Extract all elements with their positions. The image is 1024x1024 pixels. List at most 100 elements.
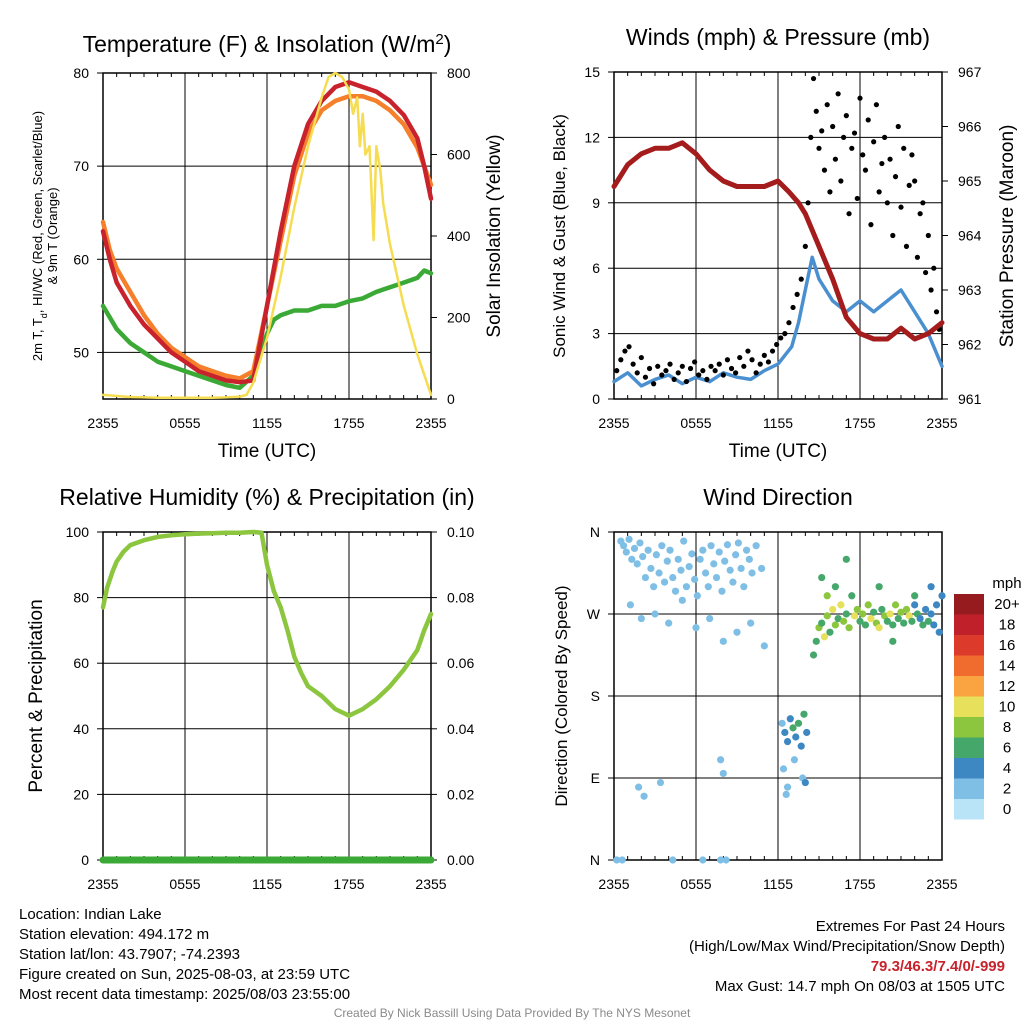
gust-point [890,232,896,239]
direction-point [900,619,908,627]
direction-point [891,601,900,609]
direction-point [935,628,943,636]
direction-point [823,592,831,600]
direction-point [701,569,710,577]
direction-point [699,856,707,864]
direction-point [823,612,831,620]
direction-point [842,610,850,618]
gust-point [873,102,880,108]
y-tick-label: N [590,524,600,540]
direction-point [800,710,808,718]
y-tick-label: W [587,606,601,622]
gust-point [854,195,860,202]
direction-point [685,563,693,571]
y2-tick-label: 400 [447,228,471,244]
gust-point [931,265,937,271]
direction-point [853,605,861,614]
chart-title: Relative Humidity (%) & Precipitation (i… [59,484,474,510]
colorbar-swatch [954,717,984,738]
direction-point [613,856,621,864]
gust-point [862,167,869,173]
gust-point [887,156,893,162]
gust-point [912,178,918,184]
direction-point [848,592,856,600]
direction-point [927,610,935,618]
gust-point [851,130,858,136]
y2-tick-label: 0.02 [447,786,474,802]
y-axis-label: Percent & Precipitation [26,599,47,792]
direction-point [818,573,826,582]
gust-point [724,357,731,363]
gust-point [841,134,847,140]
gust-point [933,309,940,315]
gust-point [712,368,718,374]
gust-point [798,276,804,282]
gust-point [667,361,673,367]
y2-tick-label: 0.08 [447,590,474,606]
gust-point [838,178,844,184]
y-tick-label: N [590,852,600,868]
gust-point [757,361,763,367]
direction-point [864,601,872,609]
gust-point [802,243,808,249]
x-tick-label: 0555 [680,415,711,431]
colorbar-label: 12 [999,678,1016,695]
gust-point [741,363,747,369]
chart-title-main: Temperature (F) & Insolation (W/m [83,31,436,57]
direction-point [786,715,794,723]
direction-point [797,742,805,750]
colorbar-label: 10 [999,699,1016,716]
direction-point [630,544,639,553]
chart-title-superscript: 2 [435,31,443,48]
y2-tick-label: 0.04 [447,721,474,737]
gust-point [860,152,866,158]
gust-point [849,145,855,151]
direction-point [678,596,686,604]
direction-point [911,601,919,609]
direction-point [894,614,902,623]
gust-point [830,123,836,130]
x-axis-label: Time (UTC) [729,441,828,462]
direction-point [718,587,726,595]
gust-point [925,232,931,239]
temperature-series-4 [101,71,433,400]
extremes-legend: (High/Low/Max Wind/Precipitation/Snow De… [689,938,1005,955]
direction-point [666,546,674,554]
y2-axis-label: Solar Insolation (Yellow) [484,134,505,337]
gust-point [810,75,817,82]
gust-point [824,102,830,108]
x-tick-label: 2355 [926,876,957,892]
direction-point [628,555,636,563]
gust-point [679,363,685,369]
y2-tick-label: 800 [447,65,471,81]
gust-point [651,381,657,387]
y-axis-label-line2: & 9m T (Orange) [45,187,60,284]
direction-point [850,612,859,620]
direction-point [859,610,867,618]
gust-point [728,365,735,372]
gust-point [813,108,819,114]
direction-point [660,578,669,586]
direction-point [682,583,691,591]
gust-point [626,344,632,350]
gust-point [805,200,811,206]
direction-point [639,553,647,561]
direction-point [790,756,799,764]
direction-point [908,617,916,625]
direction-point [717,856,725,864]
direction-point [640,792,648,800]
direction-point [729,578,737,586]
chart-title: Winds (mph) & Pressure (mb) [626,24,930,50]
direction-point [665,619,673,627]
pressure-series [611,140,945,342]
direction-point [924,617,932,625]
direction-point [633,560,641,568]
gust-point [857,95,863,101]
direction-point [726,566,734,574]
direction-point [747,619,755,627]
direction-point [932,601,941,609]
y2-tick-label: 964 [958,228,982,244]
temperature-series-1 [100,268,434,391]
direction-point [733,628,741,636]
x-tick-label: 2355 [598,876,629,892]
